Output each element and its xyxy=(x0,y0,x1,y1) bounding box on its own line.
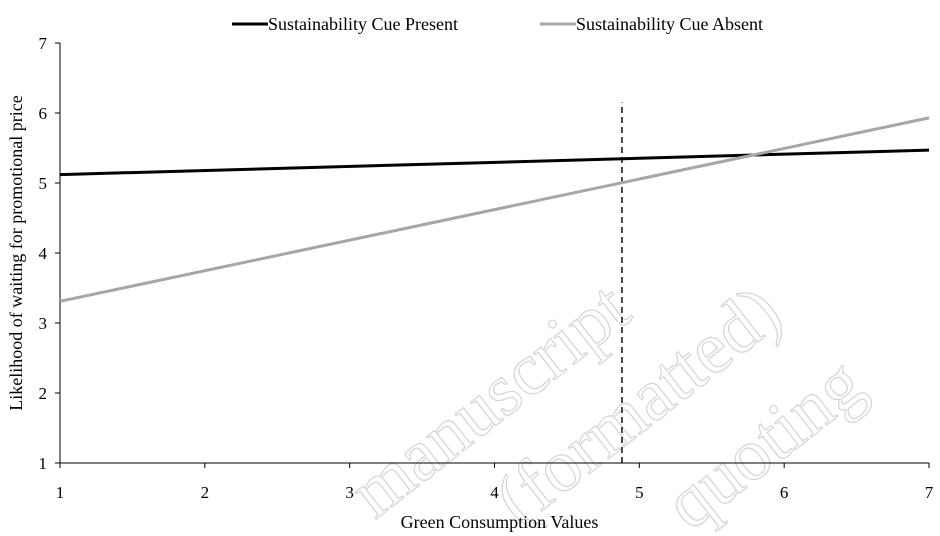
x-tick-label: 1 xyxy=(56,483,65,502)
legend-label: Sustainability Cue Present xyxy=(268,14,458,34)
x-tick-label: 7 xyxy=(925,483,934,502)
y-tick-labels: 1 2 3 4 5 6 7 xyxy=(39,34,48,473)
x-tick-labels: 1 2 3 4 5 6 7 xyxy=(56,483,934,502)
legend: Sustainability Cue Present Sustainability… xyxy=(232,14,763,34)
y-tick-label: 1 xyxy=(39,454,48,473)
x-tick-label: 5 xyxy=(635,483,644,502)
x-tick-label: 2 xyxy=(201,483,210,502)
legend-label: Sustainability Cue Absent xyxy=(576,14,763,34)
axes xyxy=(55,42,930,468)
y-axis-title: Likelihood of waiting for promotional pr… xyxy=(6,95,26,410)
x-tick-label: 6 xyxy=(780,483,789,502)
y-tick-label: 4 xyxy=(39,244,48,263)
y-tick-label: 7 xyxy=(39,34,48,53)
series-line xyxy=(59,148,930,177)
y-tick-label: 6 xyxy=(39,104,48,123)
y-tick-label: 2 xyxy=(39,384,48,403)
x-tick-label: 4 xyxy=(490,483,499,502)
watermark: manuscript(formatted)quoting xyxy=(334,265,879,536)
series-lines xyxy=(59,116,930,303)
y-tick-label: 3 xyxy=(39,314,48,333)
x-axis-title: Green Consumption Values xyxy=(401,512,599,532)
x-tick-label: 3 xyxy=(345,483,354,502)
series-line xyxy=(59,116,930,303)
y-tick-label: 5 xyxy=(39,174,48,193)
